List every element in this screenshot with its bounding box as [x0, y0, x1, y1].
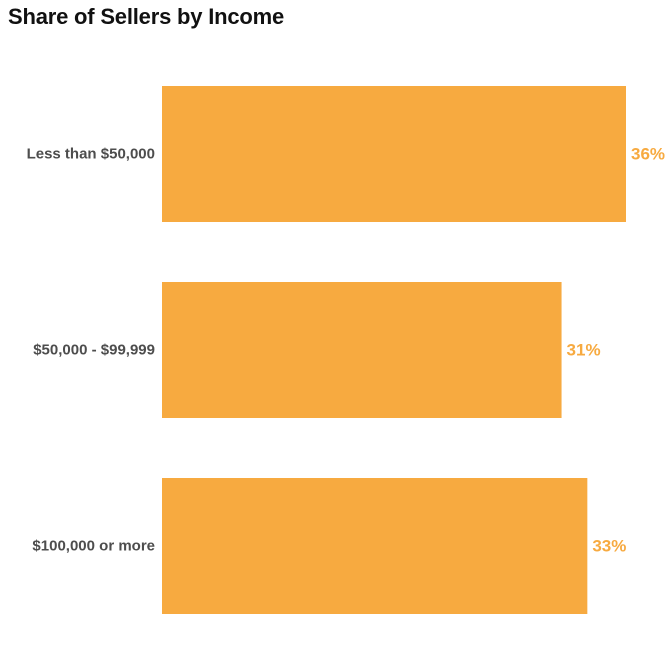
category-label: $100,000 or more — [32, 538, 155, 555]
bar — [162, 478, 588, 614]
data-label: 31% — [567, 341, 601, 360]
data-label: 36% — [631, 145, 665, 164]
chart-title: Share of Sellers by Income — [8, 4, 285, 29]
data-label: 33% — [592, 537, 626, 556]
category-label: $50,000 - $99,999 — [33, 342, 155, 359]
bar — [162, 86, 626, 222]
bars-layer — [162, 86, 626, 614]
labels-layer: Less than $50,000 36% $50,000 - $99,999 31%… — [27, 145, 665, 556]
category-label: Less than $50,000 — [27, 146, 155, 163]
bar — [162, 282, 562, 418]
